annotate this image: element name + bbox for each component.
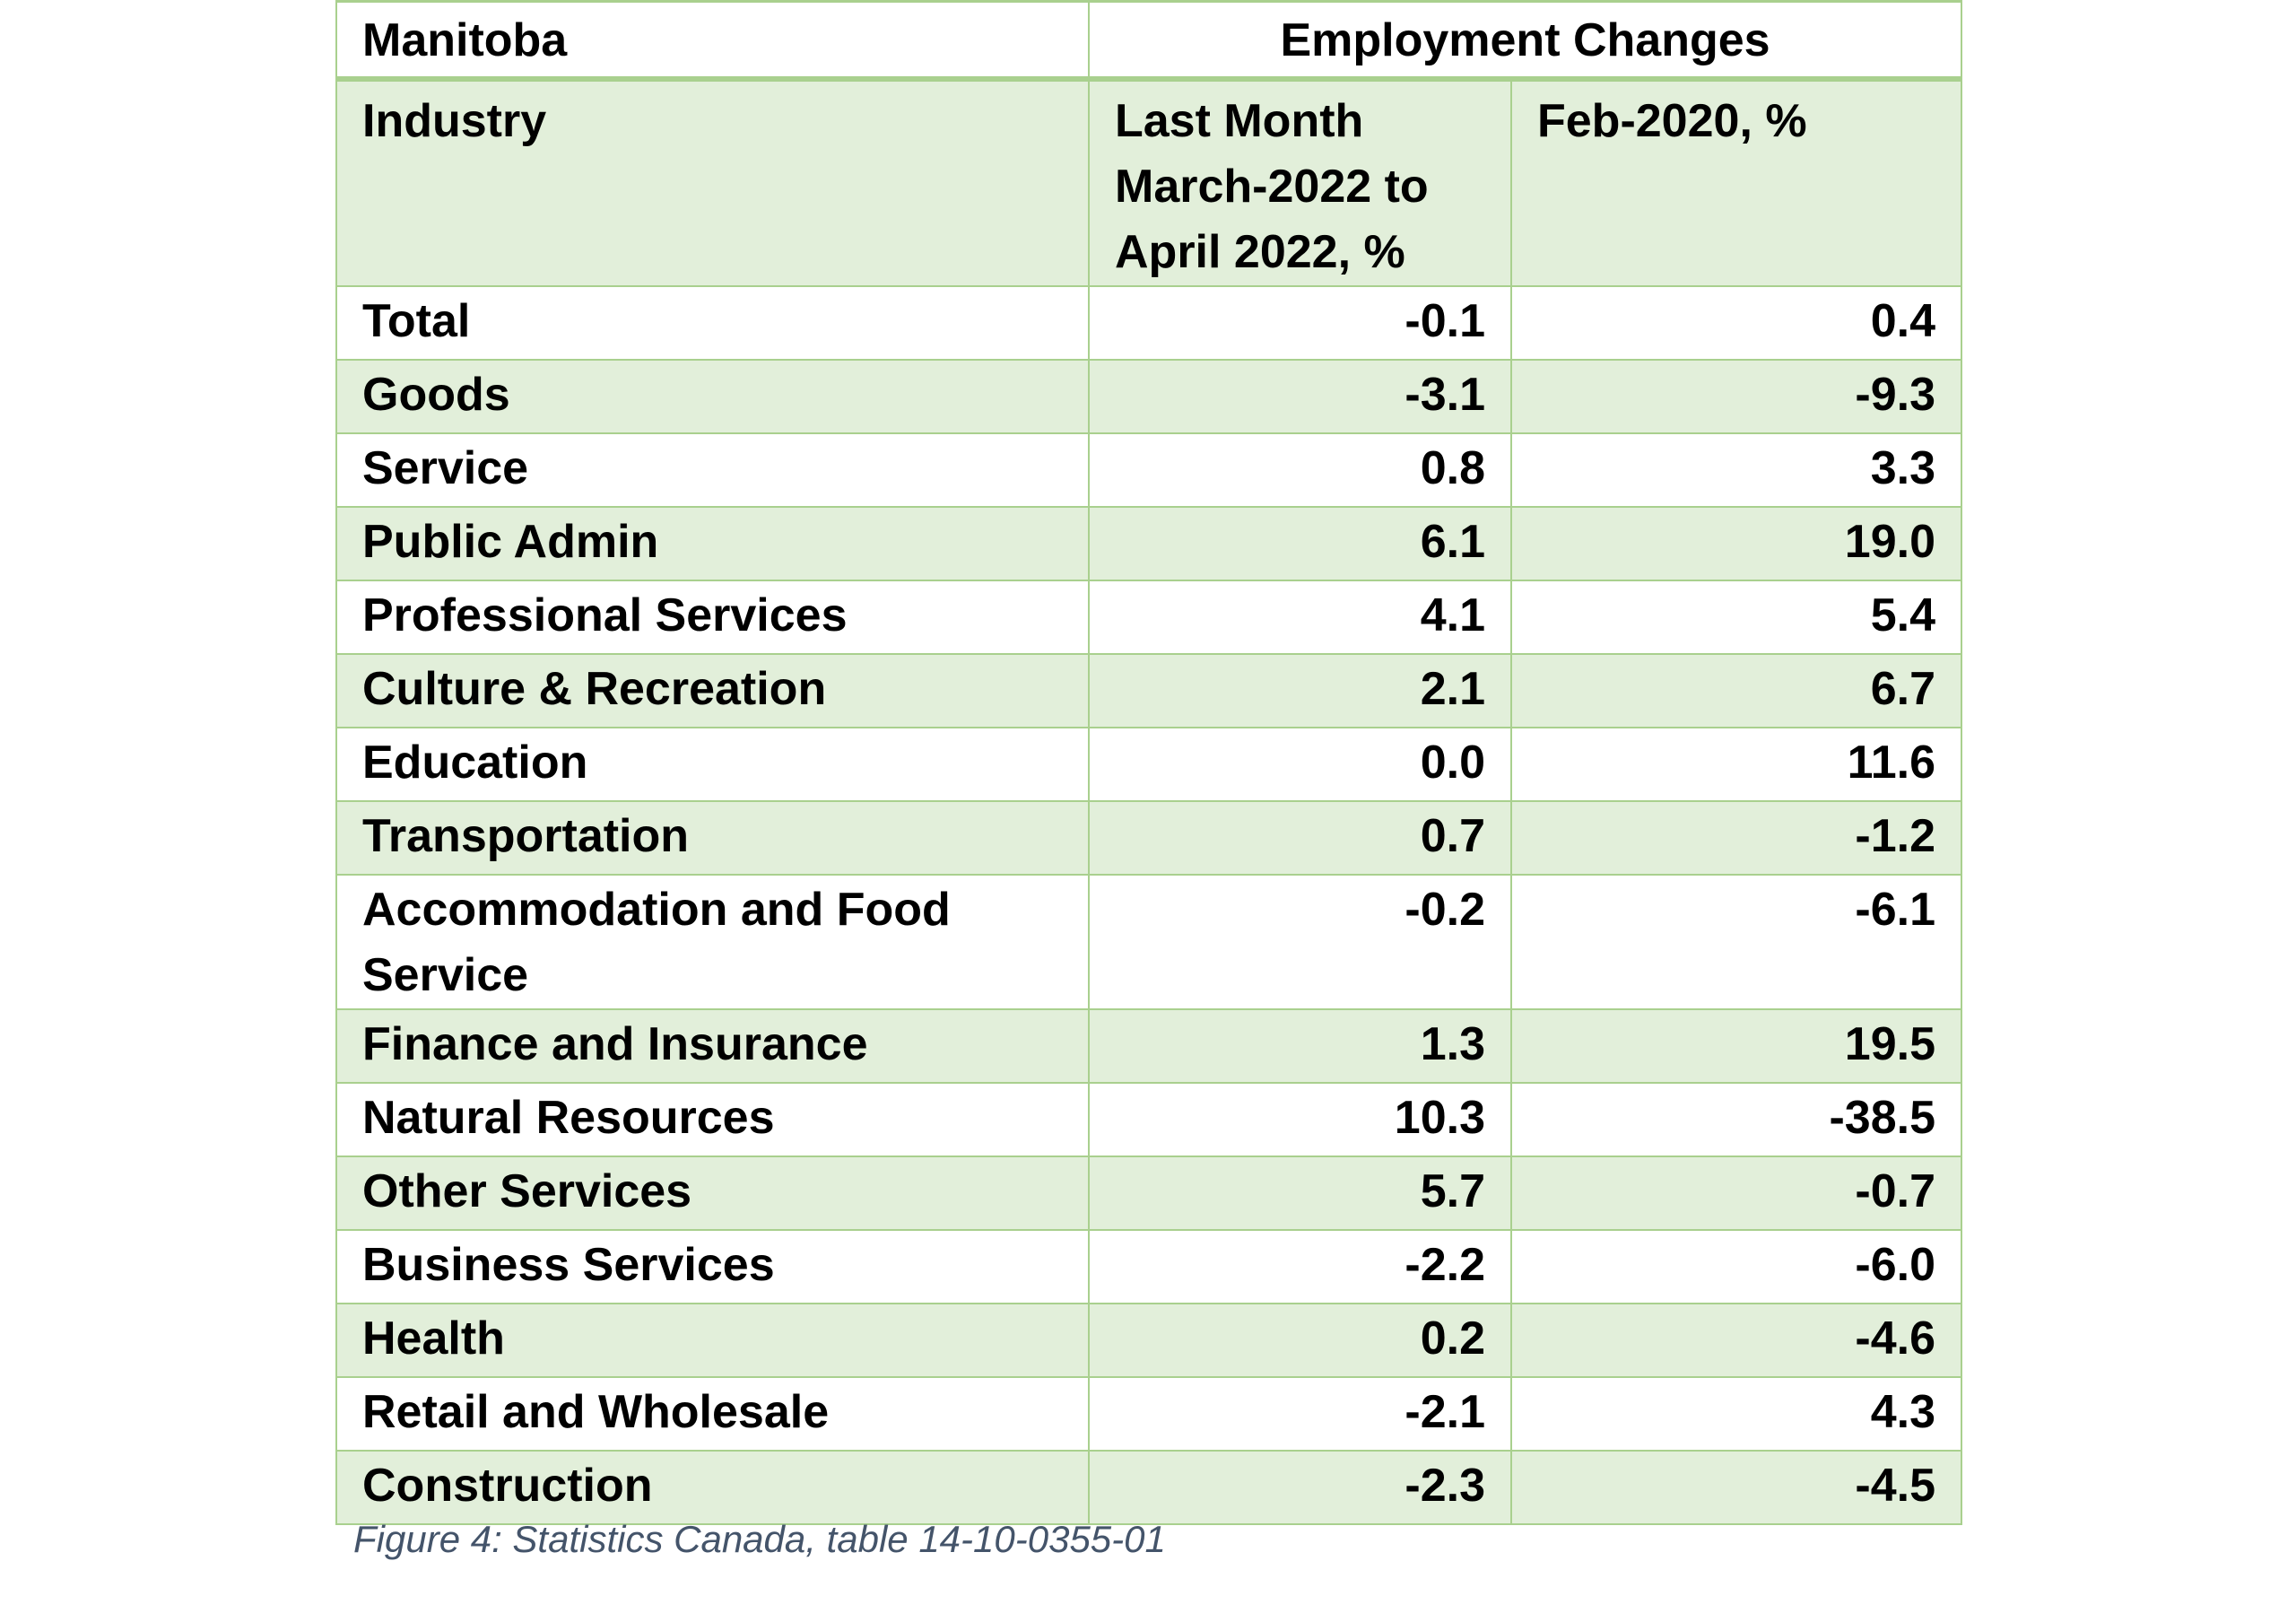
last-month-cell: 4.1 [1088, 579, 1512, 655]
table-row: Finance and Insurance 1.3 19.5 [335, 1007, 1963, 1084]
feb2020-cell: 3.3 [1509, 432, 1963, 508]
employment-table-container: Manitoba Employment Changes Industry Las… [335, 0, 1963, 1525]
industry-cell: Public Admin [335, 505, 1090, 581]
table-row: Service 0.8 3.3 [335, 432, 1963, 508]
last-month-cell: -3.1 [1088, 358, 1512, 434]
last-month-cell: 0.8 [1088, 432, 1512, 508]
table-row: Transportation 0.7 -1.2 [335, 799, 1963, 876]
industry-cell: Retail and Wholesale [335, 1375, 1090, 1452]
figure-caption: Figure 4: Statistics Canada, table 14-10… [353, 1518, 1166, 1560]
feb2020-column-header: Feb-2020, % [1509, 77, 1963, 287]
feb2020-cell: 0.4 [1509, 284, 1963, 361]
feb2020-cell: -6.0 [1509, 1228, 1963, 1304]
table-row: Other Services 5.7 -0.7 [335, 1155, 1963, 1231]
table-row: Professional Services 4.1 5.4 [335, 579, 1963, 655]
table-row: Total -0.1 0.4 [335, 284, 1963, 361]
table-row: Accommodation and Food Service -0.2 -6.1 [335, 873, 1963, 1010]
industry-cell: Finance and Insurance [335, 1007, 1090, 1084]
feb2020-cell: -9.3 [1509, 358, 1963, 434]
last-month-cell: -2.3 [1088, 1449, 1512, 1525]
industry-cell: Professional Services [335, 579, 1090, 655]
table-row: Health 0.2 -4.6 [335, 1302, 1963, 1378]
industry-cell: Transportation [335, 799, 1090, 876]
feb2020-cell: 11.6 [1509, 726, 1963, 802]
feb2020-cell: 6.7 [1509, 652, 1963, 728]
last-month-cell: 10.3 [1088, 1081, 1512, 1157]
last-month-cell: 6.1 [1088, 505, 1512, 581]
last-month-cell: 2.1 [1088, 652, 1512, 728]
feb2020-cell: 5.4 [1509, 579, 1963, 655]
industry-cell: Culture & Recreation [335, 652, 1090, 728]
industry-cell: Accommodation and Food Service [335, 873, 1090, 1010]
table-header-row: Industry Last Month March-2022 to April … [335, 77, 1963, 287]
feb2020-cell: -4.5 [1509, 1449, 1963, 1525]
last-month-cell: 0.7 [1088, 799, 1512, 876]
table-row: Construction -2.3 -4.5 [335, 1449, 1963, 1525]
last-month-column-header: Last Month March-2022 to April 2022, % [1088, 77, 1512, 287]
industry-cell: Construction [335, 1449, 1090, 1525]
industry-cell: Business Services [335, 1228, 1090, 1304]
feb2020-cell: -0.7 [1509, 1155, 1963, 1231]
industry-cell: Education [335, 726, 1090, 802]
last-month-cell: 1.3 [1088, 1007, 1512, 1084]
table-row: Public Admin 6.1 19.0 [335, 505, 1963, 581]
last-month-cell: -0.2 [1088, 873, 1512, 1010]
feb2020-cell: -6.1 [1509, 873, 1963, 1010]
industry-cell: Total [335, 284, 1090, 361]
industry-column-header: Industry [335, 77, 1090, 287]
table-body: Total -0.1 0.4 Goods -3.1 -9.3 Service 0.8 3.3 Pu… [335, 284, 1963, 1525]
industry-cell: Natural Resources [335, 1081, 1090, 1157]
table-title-row: Manitoba Employment Changes [335, 0, 1963, 82]
last-month-cell: -2.2 [1088, 1228, 1512, 1304]
last-month-cell: 5.7 [1088, 1155, 1512, 1231]
feb2020-cell: 19.0 [1509, 505, 1963, 581]
feb2020-cell: 19.5 [1509, 1007, 1963, 1084]
last-month-cell: -2.1 [1088, 1375, 1512, 1452]
industry-cell: Other Services [335, 1155, 1090, 1231]
feb2020-cell: -38.5 [1509, 1081, 1963, 1157]
table-row: Culture & Recreation 2.1 6.7 [335, 652, 1963, 728]
employment-changes-title: Employment Changes [1087, 0, 1963, 82]
table-row: Natural Resources 10.3 -38.5 [335, 1081, 1963, 1157]
industry-cell: Goods [335, 358, 1090, 434]
table-row: Retail and Wholesale -2.1 4.3 [335, 1375, 1963, 1452]
table-row: Education 0.0 11.6 [335, 726, 1963, 802]
table-row: Goods -3.1 -9.3 [335, 358, 1963, 434]
industry-cell: Service [335, 432, 1090, 508]
region-title: Manitoba [335, 0, 1090, 82]
feb2020-cell: -4.6 [1509, 1302, 1963, 1378]
feb2020-cell: 4.3 [1509, 1375, 1963, 1452]
industry-cell: Health [335, 1302, 1090, 1378]
last-month-cell: -0.1 [1088, 284, 1512, 361]
feb2020-cell: -1.2 [1509, 799, 1963, 876]
last-month-cell: 0.0 [1088, 726, 1512, 802]
table-row: Business Services -2.2 -6.0 [335, 1228, 1963, 1304]
employment-changes-table: Manitoba Employment Changes Industry Las… [335, 0, 1963, 1525]
last-month-cell: 0.2 [1088, 1302, 1512, 1378]
